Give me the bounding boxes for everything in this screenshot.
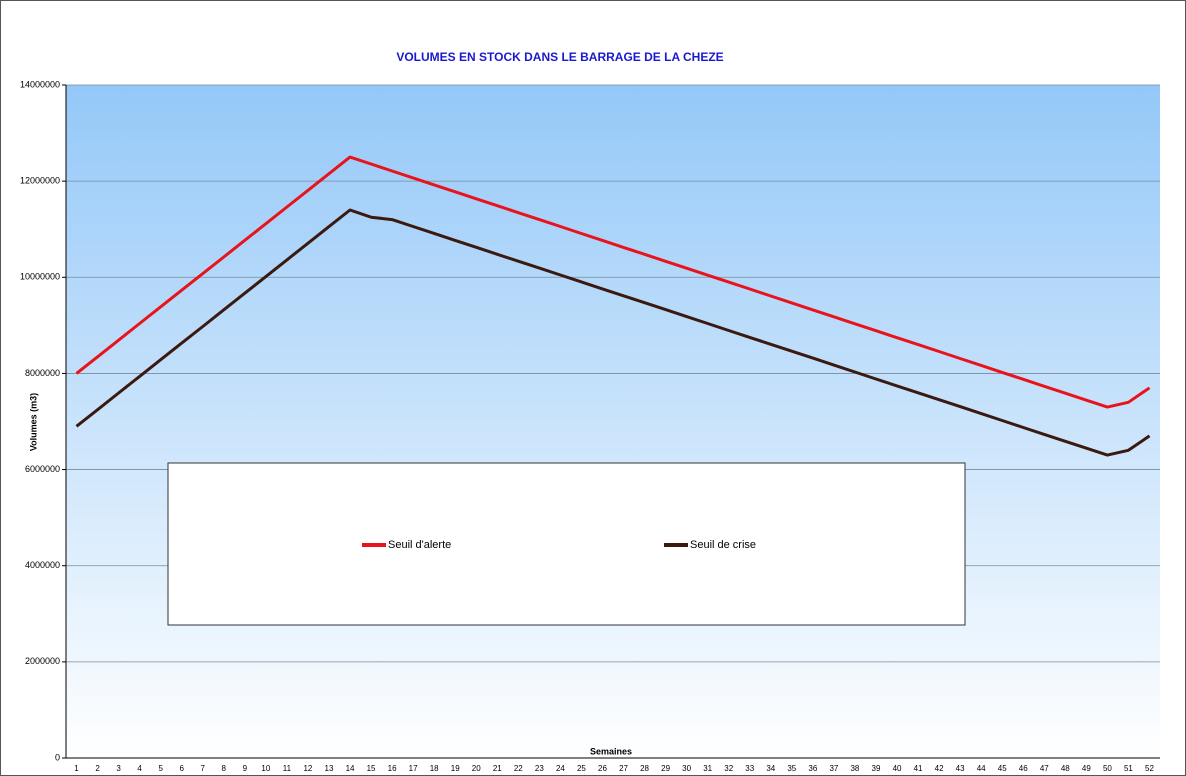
x-tick-label: 26 [598,764,607,773]
x-tick-label: 36 [808,764,817,773]
plot-area [66,85,1160,758]
x-tick-label: 42 [935,764,944,773]
x-tick-label: 14 [346,764,355,773]
x-tick-label: 41 [914,764,923,773]
y-tick-label: 10000000 [20,272,60,282]
x-tick-label: 16 [388,764,397,773]
chart-title: VOLUMES EN STOCK DANS LE BARRAGE DE LA C… [396,50,723,64]
x-tick-label: 33 [745,764,754,773]
y-axis-label: Volumes (m3) [28,393,38,451]
x-tick-label: 11 [283,764,292,773]
x-tick-label: 38 [850,764,859,773]
x-tick-label: 27 [619,764,628,773]
x-tick-label: 7 [201,764,206,773]
x-tick-label: 48 [1061,764,1070,773]
y-tick-label: 2000000 [25,656,60,666]
x-tick-label: 17 [409,764,418,773]
series-line [75,208,1151,457]
x-tick-label: 31 [703,764,712,773]
lines [75,155,1151,457]
x-tick-label: 47 [1040,764,1049,773]
x-tick-label: 9 [243,764,248,773]
x-tick-label: 49 [1082,764,1091,773]
y-tick-label: 8000000 [25,368,60,378]
series-line [75,155,1151,409]
x-tick-label: 15 [367,764,376,773]
x-tick-label: 50 [1103,764,1112,773]
x-tick-label: 5 [158,764,163,773]
x-tick-label: 40 [893,764,902,773]
x-tick-label: 21 [493,764,502,773]
x-tick-label: 3 [116,764,121,773]
y-tick-label: 6000000 [25,464,60,474]
legend-entries: Seuil d'alerte Seuil de crise [362,539,756,551]
x-tick-label: 6 [179,764,184,773]
x-tick-label: 52 [1145,764,1154,773]
x-tick-label: 32 [724,764,733,773]
legend-label: Seuil de crise [690,539,756,551]
x-tick-label: 12 [303,764,312,773]
x-tick-label: 20 [472,764,481,773]
x-tick-label: 39 [872,764,881,773]
x-tick-label: 24 [556,764,565,773]
y-tick-label: 4000000 [25,560,60,570]
y-tick-label: 0 [55,752,60,762]
x-tick-label: 29 [661,764,670,773]
x-tick-label: 10 [261,764,270,773]
x-tick-label: 46 [1019,764,1028,773]
x-tick-label: 2 [95,764,100,773]
y-tick-label: 14000000 [20,79,60,89]
x-tick-label: 45 [998,764,1007,773]
x-tick-label: 30 [682,764,691,773]
x-tick-label: 25 [577,764,586,773]
x-tick-label: 22 [514,764,523,773]
x-tick-label: 44 [977,764,986,773]
x-tick-label: 28 [640,764,649,773]
x-tick-label: 37 [829,764,838,773]
y-tick-label: 12000000 [20,176,60,186]
x-tick-label: 8 [222,764,227,773]
x-tick-label: 35 [787,764,796,773]
x-tick-label: 34 [766,764,775,773]
x-tick-label: 19 [451,764,460,773]
x-tick-label: 23 [535,764,544,773]
legend-label: Seuil d'alerte [388,539,451,551]
legend [167,462,966,626]
x-tick-label: 18 [430,764,439,773]
x-tick-label: 51 [1124,764,1133,773]
x-tick-label: 13 [325,764,334,773]
x-axis-label: Semaines [590,746,632,756]
x-tick-label: 43 [956,764,965,773]
x-tick-label: 4 [137,764,142,773]
x-tick-label: 1 [74,764,79,773]
